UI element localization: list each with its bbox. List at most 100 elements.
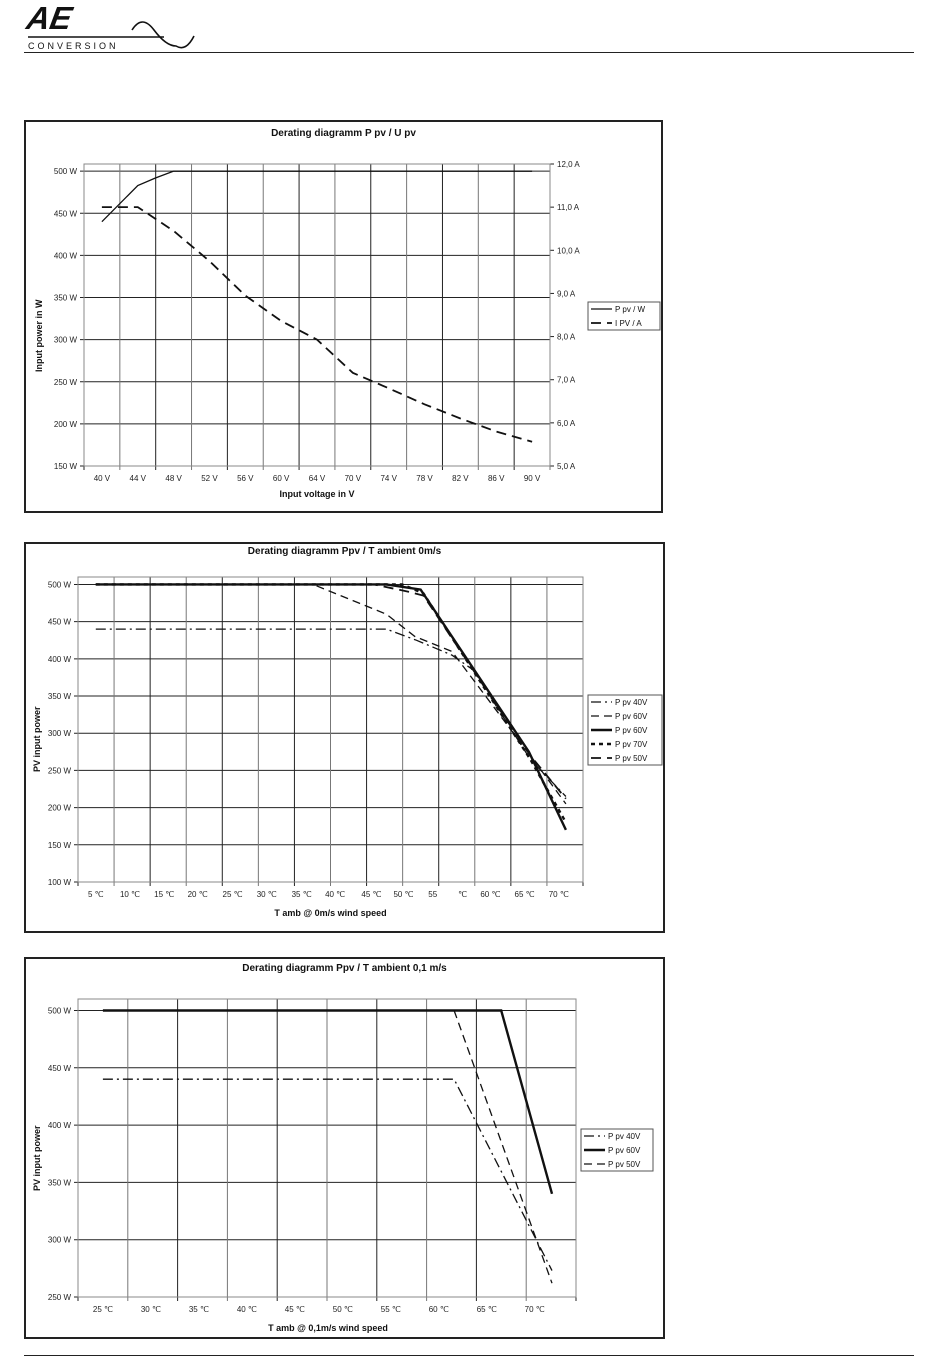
y-tick-label: 100 W <box>48 878 72 887</box>
x-tick-label: 60 ℃ <box>480 890 500 899</box>
x-tick-label: 64 V <box>309 474 326 483</box>
x-tick-label: 45 ℃ <box>285 1305 305 1314</box>
plot-area <box>77 576 584 883</box>
y-tick-label: 200 W <box>54 420 78 429</box>
x-tick-label: 40 V <box>94 474 111 483</box>
y-axis-label: PV input power <box>32 706 42 772</box>
legend: P pv 40V P pv 60V P pv 60V P pv 70V P pv 50V <box>587 694 663 766</box>
x-tick-label: 25 ℃ <box>223 890 243 899</box>
x-tick-label: 70 ℃ <box>525 1305 545 1314</box>
x-tick-label: 65 ℃ <box>477 1305 497 1314</box>
chart-title: Derating diagramm P pv / U pv <box>271 128 416 139</box>
header-rule <box>24 52 914 53</box>
x-tick-label: 82 V <box>452 474 469 483</box>
y-tick-label: 300 W <box>48 1236 72 1245</box>
x-axis-label: T amb @ 0m/s wind speed <box>274 908 387 918</box>
svg-text:AE: AE <box>24 2 76 36</box>
x-tick-label: 20 ℃ <box>188 890 208 899</box>
y-tick-label: 250 W <box>54 378 78 387</box>
x-tick-label: 52 V <box>201 474 218 483</box>
x-tick-label: 55 <box>428 890 437 899</box>
x-tick-label: 86 V <box>488 474 505 483</box>
y-tick-label: 500 W <box>48 1006 72 1015</box>
legend-label: P pv 40V <box>615 698 648 707</box>
y-tick-label: 450 W <box>48 618 72 627</box>
y-tick-label: 450 W <box>48 1064 72 1073</box>
y-tick-label: 450 W <box>54 209 78 218</box>
x-tick-label: 60 V <box>273 474 290 483</box>
series-line-p-pv-60v <box>95 583 567 805</box>
x-tick-label: 30 ℃ <box>257 890 277 899</box>
y2-tick-label: 5,0 A <box>557 462 576 471</box>
legend-label: P pv 50V <box>608 1160 641 1169</box>
y2-tick-label: 9,0 A <box>557 289 576 298</box>
y-tick-label: 500 W <box>48 580 72 589</box>
y-tick-label: 150 W <box>48 841 72 850</box>
legend: P pv / W I PV / A <box>587 301 661 331</box>
chart-power-vs-temp-0ms: 100 W 150 W 200 W 250 W 300 W 350 W 400 W 450 W… <box>24 542 665 933</box>
y2-tick-label: 11,0 A <box>557 203 580 212</box>
x-tick-label: 35 ℃ <box>292 890 312 899</box>
x-tick-label: 40 ℃ <box>325 890 345 899</box>
y-tick-label: 250 W <box>48 1293 72 1302</box>
y-tick-label: 400 W <box>54 251 78 260</box>
x-tick-label: 65 ℃ <box>515 890 535 899</box>
x-tick-label: 50 ℃ <box>393 890 413 899</box>
chart-canvas: 250 W 300 W 350 W 400 W 450 W 500 W 25 ℃ 30 ℃ 35… <box>48 998 654 1314</box>
y-tick-label: 300 W <box>48 729 72 738</box>
y-tick-label: 300 W <box>54 336 78 345</box>
y2-tick-label: 7,0 A <box>557 376 576 385</box>
y2-tick-label: 6,0 A <box>557 419 576 428</box>
legend-label: P pv 60V <box>615 726 648 735</box>
chart-power-vs-voltage: 150 W 200 W 250 W 300 W 350 W 400 W 450 W 500 W… <box>24 120 663 513</box>
x-tick-label: 70 ℃ <box>549 890 569 899</box>
legend-label: I PV / A <box>615 319 642 328</box>
chart-title: Derating diagramm Ppv / T ambient 0,1 m/… <box>242 963 447 974</box>
x-tick-label: 45 ℃ <box>361 890 381 899</box>
series-line-p-pv-70v <box>95 583 567 824</box>
y-tick-label: 350 W <box>48 692 72 701</box>
y-axis-label: Input power in W <box>34 299 44 373</box>
x-axis-label: Input voltage in V <box>279 489 355 499</box>
x-tick-label: 50 ℃ <box>333 1305 353 1314</box>
ae-conversion-logo: AE CONVERSION <box>23 0 199 52</box>
x-tick-label: ℃ <box>458 890 467 899</box>
y2-tick-label: 8,0 A <box>557 333 576 342</box>
x-tick-label: 78 V <box>416 474 433 483</box>
x-tick-label: 60 ℃ <box>429 1305 449 1314</box>
legend-label: P pv 60V <box>608 1146 641 1155</box>
x-tick-label: 55 ℃ <box>381 1305 401 1314</box>
x-tick-label: 40 ℃ <box>237 1305 257 1314</box>
y-tick-label: 500 W <box>54 167 78 176</box>
y2-tick-label: 12,0 A <box>557 160 580 169</box>
series-line-i-pv-a <box>101 206 533 443</box>
series-line-p-pv-50v <box>453 1010 553 1284</box>
legend-label: P pv 60V <box>615 712 648 721</box>
x-tick-label: 5 ℃ <box>88 890 104 899</box>
y-tick-label: 350 W <box>48 1178 72 1187</box>
svg-text:CONVERSION: CONVERSION <box>28 41 119 51</box>
chart-canvas: 150 W 200 W 250 W 300 W 350 W 400 W 450 W 500 W… <box>54 160 661 483</box>
x-tick-label: 30 ℃ <box>141 1305 161 1314</box>
legend: P pv 40V P pv 60V P pv 50V <box>580 1128 654 1172</box>
x-tick-label: 25 ℃ <box>93 1305 113 1314</box>
x-tick-label: 15 ℃ <box>154 890 174 899</box>
chart-power-vs-temp-01ms: 250 W 300 W 350 W 400 W 450 W 500 W 25 ℃ 30 ℃ 35… <box>24 957 665 1339</box>
x-tick-label: 56 V <box>237 474 254 483</box>
x-axis-label: T amb @ 0,1m/s wind speed <box>268 1323 388 1333</box>
x-tick-label: 90 V <box>524 474 541 483</box>
plot-area <box>77 998 577 1298</box>
series-line-p-pv-w <box>101 170 533 223</box>
x-tick-label: 35 ℃ <box>189 1305 209 1314</box>
y-tick-label: 400 W <box>48 1121 72 1130</box>
y-axis-label: PV input power <box>32 1125 42 1191</box>
y-tick-label: 250 W <box>48 766 72 775</box>
legend-label: P pv / W <box>615 305 646 314</box>
x-tick-label: 10 ℃ <box>120 890 140 899</box>
series-line-p-pv-40v <box>102 1078 553 1271</box>
legend-box <box>587 301 661 331</box>
series-line-p-pv-40v <box>95 628 567 797</box>
plot-area <box>83 163 551 467</box>
legend-label: P pv 70V <box>615 740 648 749</box>
series-line-p-pv-60v <box>102 1009 554 1195</box>
